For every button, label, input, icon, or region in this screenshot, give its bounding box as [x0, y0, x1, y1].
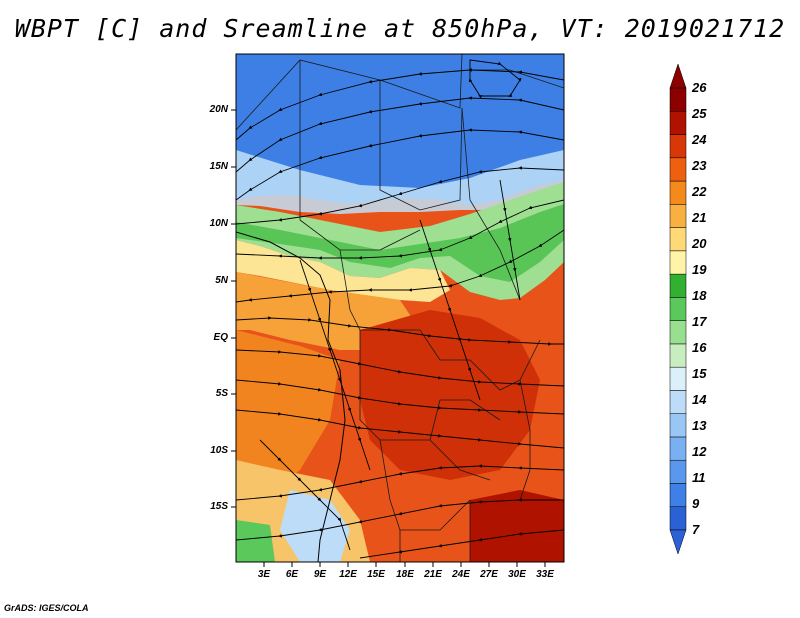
colorbar-label: 7 — [692, 522, 700, 537]
xtick-label: 27E — [480, 569, 498, 580]
colorbar-label: 17 — [692, 314, 707, 329]
plot-frame — [235, 53, 565, 563]
colorbar-swatch — [669, 483, 687, 507]
colorbar-min-arrow — [669, 529, 687, 555]
ytick-label: 15S — [210, 501, 228, 512]
xtick-label: 12E — [339, 569, 357, 580]
colorbar-swatch — [669, 111, 687, 135]
ytick-label: 15N — [209, 161, 228, 172]
colorbar-swatch — [669, 227, 687, 252]
colorbar-swatch — [669, 204, 687, 228]
colorbar-label: 25 — [692, 106, 707, 121]
colorbar-swatch — [669, 366, 687, 391]
ytick-label: 10S — [210, 445, 228, 456]
colorbar-label: 22 — [692, 184, 707, 199]
xtick-label: 33E — [536, 569, 554, 580]
colorbar-swatch — [669, 250, 687, 275]
colorbar-label: 12 — [692, 444, 707, 459]
colorbar-label: 16 — [692, 340, 707, 355]
colorbar-label: 14 — [692, 392, 707, 407]
xtick-label: 30E — [508, 569, 526, 580]
xtick-label: 24E — [452, 569, 470, 580]
colorbar-swatch — [669, 390, 687, 414]
colorbar-swatch — [669, 413, 687, 438]
colorbar-label: 20 — [692, 236, 707, 251]
colorbar-label: 26 — [692, 80, 707, 95]
xtick-label: 15E — [367, 569, 385, 580]
colorbar-swatch — [669, 436, 687, 461]
map-title: WBPT [C] and Sreamline at 850hPa, VT: 20… — [14, 14, 786, 43]
ytick-label: 5S — [215, 388, 228, 399]
colorbar-label: 18 — [692, 288, 707, 303]
colorbar-label: 21 — [692, 210, 707, 225]
colorbar-swatch — [669, 180, 687, 205]
xtick-label: 21E — [424, 569, 442, 580]
colorbar-max-arrow — [669, 63, 687, 89]
colorbar-label: 15 — [692, 366, 707, 381]
credit-text: GrADS: IGES/COLA — [4, 603, 89, 613]
colorbar-label: 11 — [692, 470, 706, 485]
ytick-label: 5N — [215, 275, 228, 286]
colorbar-label: 23 — [692, 158, 707, 173]
axis-ticks — [231, 109, 546, 567]
colorbar-swatch — [669, 87, 687, 112]
sw-green — [236, 520, 275, 562]
plot-area — [236, 54, 564, 562]
colorbar-swatch — [669, 157, 687, 182]
xtick-label: 9E — [313, 569, 327, 580]
colorbar-swatch — [669, 134, 687, 159]
ytick-label: EQ — [213, 332, 228, 343]
colorbar-swatch — [669, 506, 687, 531]
colorbar-label: 24 — [692, 132, 707, 147]
colorbar-swatch — [669, 343, 687, 368]
colorbar-swatch — [669, 297, 687, 321]
colorbar-label: 9 — [692, 496, 700, 511]
colorbar-swatch — [669, 320, 687, 345]
colorbar-swatch — [669, 459, 687, 484]
colorbar-label: 19 — [692, 262, 707, 277]
xtick-label: 3E — [257, 569, 271, 580]
colorbar-swatch — [669, 273, 687, 298]
ytick-label: 10N — [209, 218, 228, 229]
xtick-label: 6E — [285, 569, 299, 580]
ytick-label: 20N — [209, 104, 228, 115]
xtick-label: 18E — [396, 569, 414, 580]
colorbar-label: 13 — [692, 418, 707, 433]
streamlines — [236, 59, 564, 559]
